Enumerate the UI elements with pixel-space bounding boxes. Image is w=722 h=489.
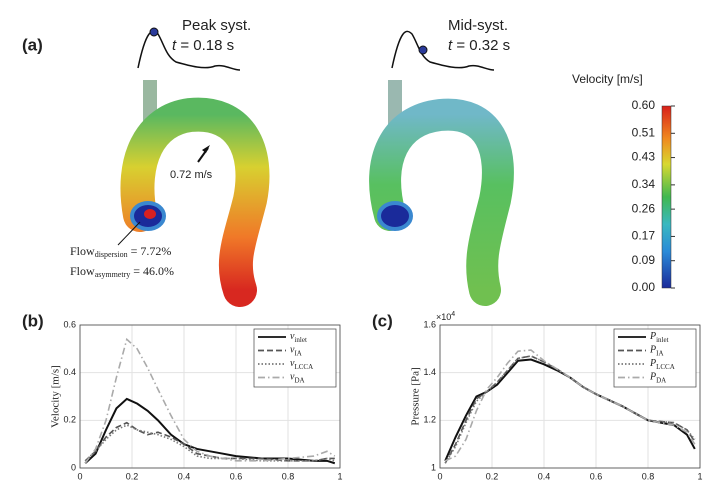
waveform-marker [418,45,428,55]
legend-name: v [290,358,295,369]
plot-frame [439,324,701,469]
legend-name: v [290,345,295,356]
legend-name: P [649,345,656,356]
series-line [444,358,696,462]
x-tick-label: 0.2 [126,471,139,481]
time-label: t = 0.32 s [448,37,510,54]
y-tick-label: 1.2 [423,415,436,425]
legend-box [253,328,337,388]
plot-frame [79,324,341,469]
legend-label: Pinlet [649,331,669,343]
arrow-head [202,145,210,153]
x-tick-label: 0.2 [486,471,499,481]
series-line [444,355,696,464]
waveform-marker [149,27,159,37]
legend-name: P [649,331,656,342]
panel-label: (b) [22,311,44,330]
colorbar-tick-label: 0.17 [632,229,656,243]
y-tick-label: 0.6 [63,319,76,329]
y-tick-label: 1.4 [423,367,436,377]
legend-sub: DA [294,376,304,384]
series-line [84,424,336,462]
metric-sub: dispersion [95,250,128,259]
y-tick-label: 0.4 [63,367,76,377]
metric: Flowdispersion = 7.72% [70,244,171,259]
colorbar-tick-label: 0.60 [632,98,656,112]
x-tick-label: 1 [697,471,702,481]
legend-sub: DA [656,376,666,384]
legend-label: PLCCA [649,358,675,370]
legend-name: v [290,331,295,342]
legend-sub: inlet [294,336,306,344]
time-label: t = 0.18 s [172,37,234,54]
series-line [84,397,336,465]
legend-label: PIA [649,345,664,357]
y-axis-label: Pressure [Pa] [410,367,422,425]
x-tick-label: 0.4 [538,471,551,481]
legend-box [613,328,697,388]
panel-label: (a) [22,35,43,54]
legend-name: P [649,372,656,383]
colorbar-tick-label: 0.51 [632,125,656,139]
panel-label: (c) [372,311,393,330]
series-line [84,421,335,462]
y-axis-label: Velocity [m/s] [50,365,62,428]
x-tick-label: 0.8 [642,471,655,481]
colorbar-tick-label: 0.43 [632,150,656,164]
legend-name: v [290,372,295,383]
time-value: = 0.18 s [176,37,234,54]
y-multiplier: ×104 [436,311,455,323]
aorta-mid [369,80,514,306]
aorta-peak [120,80,270,307]
y-tick-label: 1 [431,462,436,472]
leader-line [117,221,141,246]
arrow-label: 0.72 m/s [170,169,213,181]
colorbar-tick-label: 0.26 [632,201,656,215]
x-tick-label: 0.8 [282,471,295,481]
legend-name: P [649,358,656,369]
metric-sub: asymmetry [95,270,131,279]
legend-sub: LCCA [294,363,313,371]
metric-base: Flow [70,244,95,258]
legend-sub: inlet [656,336,668,344]
colorbar-title: Velocity [m/s] [572,72,643,86]
legend-label: vIA [290,345,302,357]
colorbar-tick-label: 0.34 [632,177,656,191]
x-tick-label: 0.6 [590,471,603,481]
colorbar-tick-label: 0.00 [632,280,656,294]
time-var: t [448,37,453,54]
metric-value: = 46.0% [130,264,174,278]
time-value: = 0.32 s [452,37,510,54]
colorbar [661,105,672,289]
legend-label: vDA [290,372,305,384]
legend-label: vinlet [290,331,307,343]
y-tick-label: 0 [71,462,76,472]
metric: Flowasymmetry = 46.0% [70,264,174,279]
x-tick-label: 0.4 [178,471,191,481]
x-tick-label: 1 [337,471,342,481]
y-tick-label: 1.6 [423,319,436,329]
metric-base: Flow [70,264,95,278]
phase-label: Peak syst. [182,17,251,34]
x-tick-label: 0.6 [230,471,243,481]
legend-sub: IA [656,349,663,357]
series-line [444,349,696,462]
y-tick-label: 0.2 [63,415,76,425]
metric-value: = 7.72% [128,244,172,258]
y-multiplier-exp: 4 [451,311,455,318]
legend-sub: IA [294,349,301,357]
y-multiplier-base: ×10 [436,312,451,322]
waveform [391,30,495,71]
x-tick-label: 0 [77,471,82,481]
series-line [84,337,336,464]
legend-label: PDA [649,372,666,384]
x-tick-label: 0 [437,471,442,481]
phase-label: Mid-syst. [448,17,508,34]
legend-label: vLCCA [290,358,313,370]
time-var: t [172,37,177,54]
colorbar-tick-label: 0.09 [632,253,656,267]
legend-sub: LCCA [656,363,675,371]
